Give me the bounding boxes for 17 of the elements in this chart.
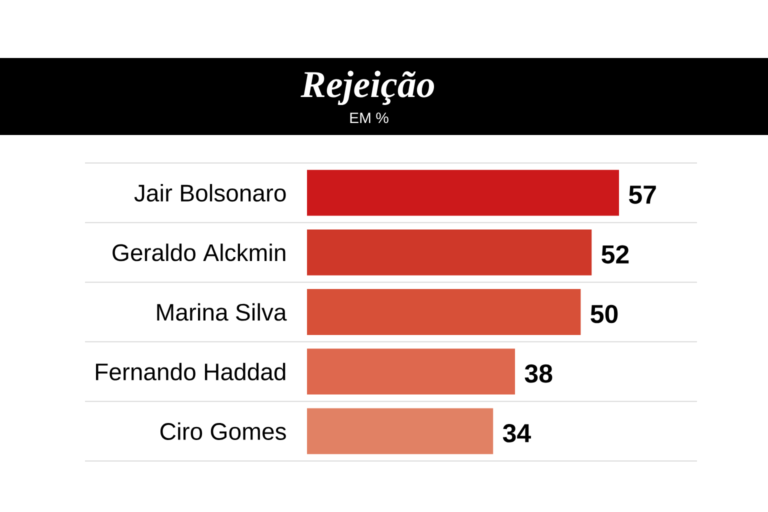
y-tick-label: Fernando Haddad [96,362,286,380]
y-tick-label: Jair Bolsonaro [134,184,286,202]
data-label: 57 [629,186,656,204]
y-tick-label: Geraldo Alckmin [112,244,286,262]
bar [307,348,516,395]
data-label: 52 [602,245,629,264]
bar [307,170,620,216]
bar [307,229,592,276]
chart-subtitle: EM % [350,112,388,124]
chart-title: Rejeição [300,70,434,106]
data-label: 50 [590,304,618,324]
y-tick-label: Ciro Gomes [160,422,286,440]
y-tick-label: Marina Silva [157,303,287,321]
bar [307,289,581,335]
data-label: 38 [524,364,552,383]
data-label: 34 [502,424,531,442]
bar [307,408,494,454]
